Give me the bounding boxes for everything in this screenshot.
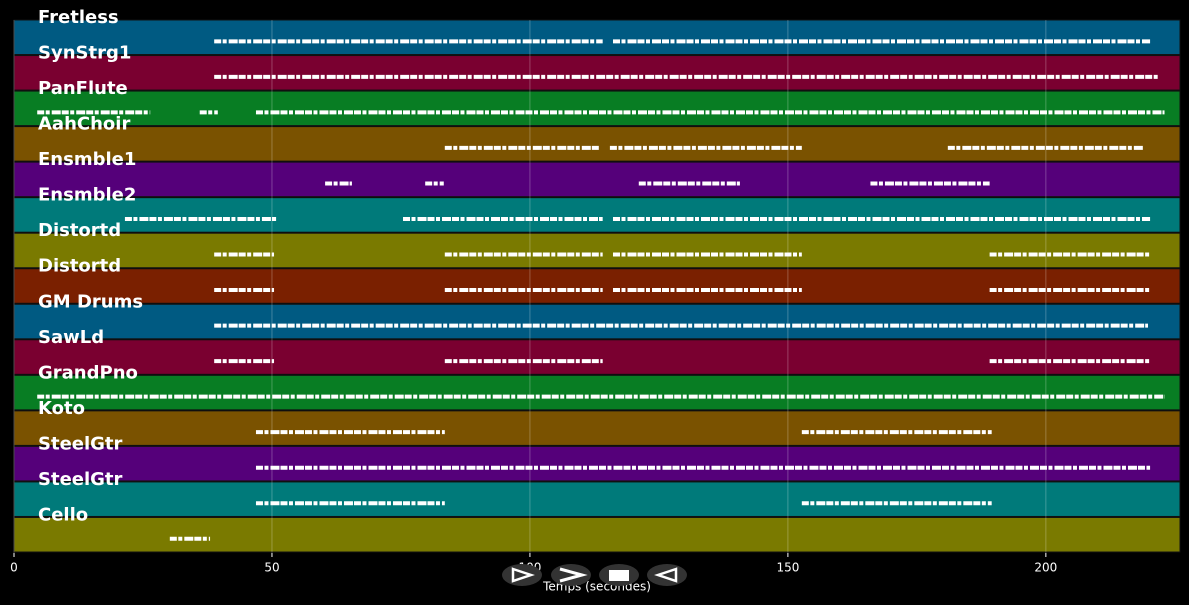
track-band [13,410,1181,446]
x-tick-label: 150 [776,561,799,575]
x-tick-label: 50 [264,561,279,575]
notes [37,39,1165,541]
forward-button[interactable] [551,564,591,586]
track-band [13,339,1181,375]
track-name: SynStrg1 [38,43,131,64]
labels: Fretless SynStrg1 PanFlute AahChoir Ensmble1… [38,7,143,525]
track-band [13,55,1181,91]
track-band [13,19,1181,56]
track-name: SawLd [38,327,104,348]
track-band [13,374,1181,411]
track-band [13,161,1181,198]
track-name: Ensmble2 [38,185,136,206]
track-name: Cello [38,504,88,525]
track-band [13,90,1181,127]
stop-button[interactable] [599,564,639,586]
track-name: AahChoir [38,114,130,135]
track-name: SteelGtr [38,469,123,490]
playback-controls [502,564,687,586]
track-name: Koto [38,398,85,419]
track-band [13,197,1181,233]
play-button[interactable] [502,564,542,586]
track-name: Ensmble1 [38,149,136,170]
track-name: Fretless [38,7,119,28]
track-name: GrandPno [38,362,138,383]
track-band [13,516,1181,553]
track-name: Distortd [38,256,121,277]
x-tick-label: 0 [10,561,18,575]
x-tick-label: 200 [1034,561,1057,575]
track-band [13,232,1181,269]
bands [13,19,1181,553]
back-button[interactable] [647,564,687,586]
track-name: GM Drums [38,291,143,312]
track-band [13,126,1181,162]
track-name: SteelGtr [38,433,123,454]
track-band [13,303,1181,340]
track-name: PanFlute [38,78,128,99]
grid [13,20,1047,553]
track-name: Distortd [38,220,121,241]
track-band [13,445,1181,482]
track-band [13,268,1181,304]
track-band [13,481,1181,517]
